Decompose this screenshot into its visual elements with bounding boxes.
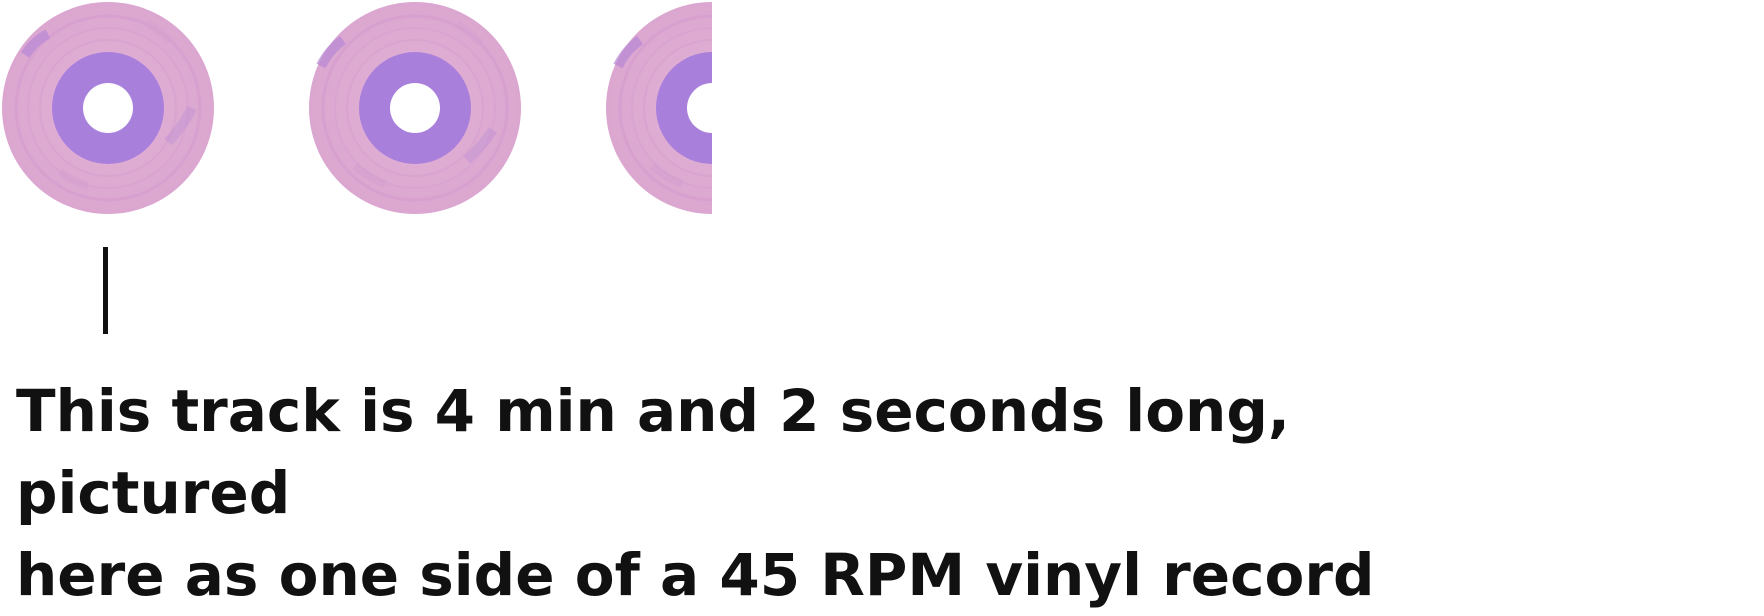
pointer-line bbox=[103, 247, 108, 334]
vinyl-record-icon bbox=[0, 0, 216, 216]
vinyl-record-1-graphic bbox=[2, 2, 214, 214]
vinyl-record-2-graphic bbox=[309, 2, 521, 214]
vinyl-record-icon bbox=[307, 0, 523, 216]
records-row bbox=[0, 0, 1764, 230]
vinyl-record-half-icon bbox=[604, 0, 712, 216]
caption-line-1: This track is 4 min and 2 seconds long, … bbox=[16, 377, 1290, 527]
caption-line-2: here as one side of a 45 RPM vinyl recor… bbox=[16, 541, 1375, 609]
caption: This track is 4 min and 2 seconds long, … bbox=[16, 370, 1396, 616]
vinyl-record-3-graphic bbox=[606, 2, 712, 214]
